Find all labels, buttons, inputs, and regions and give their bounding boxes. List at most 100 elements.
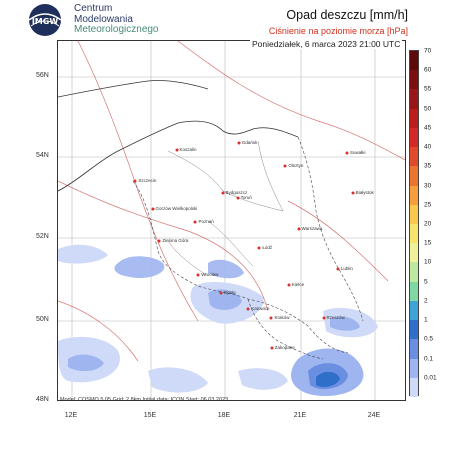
org-name-line1: Centrum [74,3,113,14]
city-marker [297,227,300,231]
forecast-datetime: Poniedziałek, 6 marca 2023 21:00 UTC [250,39,403,49]
colorbar-cell [410,339,418,359]
city-marker [246,307,250,311]
city-label: Łódź [262,245,273,251]
org-name-line2: Modelowania [74,13,133,25]
colorbar-cell [410,166,418,186]
lat-label-50: 50N [36,316,49,323]
colorbar-label: 1 [424,316,428,324]
colorbar-cell [410,108,418,128]
lon-label-15: 15E [143,412,157,419]
map-title: Opad deszczu [mm/h] [286,8,408,22]
colorbar-cell [410,300,418,321]
city-label: Białystok [355,189,374,195]
city-marker [196,273,200,277]
city-marker [157,239,161,243]
colorbar-cell [410,262,418,282]
lat-label-54: 54N [36,152,49,159]
lat-label-52: 52N [36,233,49,240]
city-label: Gdańsk [241,140,258,146]
lon-label-18: 18E [217,412,231,419]
city-marker [221,191,224,195]
lon-label-24: 24E [367,412,381,419]
city-marker [151,207,155,211]
province-borders [167,140,284,277]
lat-label-56: 56N [36,72,49,79]
city-marker [283,164,287,168]
logo-initials: IMGW [32,17,59,26]
city-marker [270,346,274,350]
map-title-block: Opad deszczu [mm/h] Ciśnienie na poziomi… [269,8,408,36]
colorbar-cell [410,320,418,340]
precipitation-colorbar [409,50,419,397]
colorbar-cell [410,204,418,224]
colorbar-cell [410,89,418,109]
colorbar-label: 60 [424,66,432,74]
precipitation-field [58,244,378,397]
colorbar-cell [410,358,418,378]
city-label: Opole [223,289,236,295]
city-label: Gorzów Wielkopolski [155,205,198,211]
country-borders [132,136,364,360]
org-name: Centrum Modelowania Meteorologicznego [74,3,159,36]
colorbar-label: 0.1 [424,355,434,363]
colorbar-label: 5 [424,278,428,286]
coastlines [58,80,299,192]
city-label: Szczecin [138,177,157,183]
colorbar-label: 40 [424,143,432,151]
city-marker [345,151,349,155]
map-subtitle: Ciśnienie na poziomie morza [hPa] [268,26,408,36]
city-label: Zielona Góra [162,238,189,244]
lon-label-21: 21E [293,412,307,419]
colorbar-cell [410,223,418,244]
city-marker [219,291,223,295]
city-label: Katowice [251,306,270,312]
colorbar-label: 55 [424,85,432,93]
colorbar-label: 10 [424,258,432,266]
colorbar-label: 35 [424,162,432,170]
city-marker [269,316,273,320]
city-label: Wrocław [201,271,219,277]
colorbar-cell [410,51,418,71]
colorbar-label: 25 [424,201,432,209]
city-label: Rzeszów [326,315,345,321]
colorbar-label: 45 [424,124,432,132]
colorbar-cell [410,281,418,301]
model-credit: Model: COSMO 5.05 Grid: 2.8km Initial da… [60,397,229,403]
colorbar-label: 20 [424,220,432,228]
colorbar-cell [410,70,418,90]
city-label: Bydgoszcz [225,190,248,196]
city-label: Toruń [240,194,252,200]
colorbar-label: 70 [424,47,432,55]
isobars [58,41,405,362]
colorbar-label: 30 [424,182,432,190]
city-marker [237,141,241,145]
lat-label-48: 48N [36,396,49,403]
lon-label-12: 12E [64,412,78,419]
city-label: Olsztyn [288,163,304,169]
city-label: Lublin [340,266,353,272]
city-marker [193,220,197,224]
map-area [57,40,406,401]
city-marker [175,148,179,152]
city-label: Koszalin [179,146,197,152]
city-marker [236,196,240,200]
colorbar-label: 0.5 [424,335,434,343]
city-label: Suwałki [349,150,366,156]
city-marker [257,246,261,250]
city-marker [336,267,340,271]
city-marker [287,283,291,287]
org-name-line3: Meteorologicznego [74,24,159,35]
city-marker [322,316,325,320]
city-marker [133,179,137,182]
colorbar-cell [410,377,418,397]
city-marker [351,191,355,195]
imgw-logo: IMGW [28,4,62,36]
map-svg [58,41,405,400]
colorbar-label: 0.01 [424,374,437,382]
colorbar-cell [410,243,418,263]
city-label: Kraków [274,314,290,320]
colorbar-cell [410,127,418,148]
city-label: Poznań [198,218,214,224]
colorbar-cell [410,147,418,167]
